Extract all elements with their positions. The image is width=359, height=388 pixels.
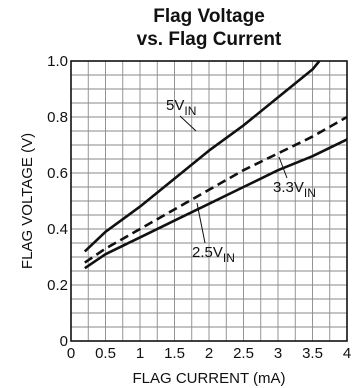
series-line bbox=[84, 138, 348, 270]
series-label-leader bbox=[179, 115, 197, 132]
x-tick-label: 0 bbox=[67, 345, 75, 362]
y-tick-label: 0.8 bbox=[47, 109, 68, 126]
x-tick-label: 2.5 bbox=[233, 345, 254, 362]
x-tick-label: 1.5 bbox=[164, 345, 185, 362]
y-tick-label: 0.6 bbox=[47, 165, 68, 182]
x-tick-label: 2 bbox=[205, 345, 213, 362]
tick-layer: 0 0.5 1 1.5 2 2.5 3 3.5 4 0 0.2 0.4 0.6 0.8 1.0 bbox=[47, 53, 351, 362]
y-tick-label: 0 bbox=[60, 333, 68, 350]
plot-frame bbox=[70, 60, 348, 342]
x-axis-label: FLAG CURRENT (mA) bbox=[132, 370, 285, 387]
y-axis-label: FLAG VOLTAGE (V) bbox=[19, 133, 36, 269]
series-label: 5VIN bbox=[166, 97, 196, 118]
chart-title-line-1: Flag Voltage bbox=[153, 6, 265, 27]
x-tick-label: 3 bbox=[274, 345, 282, 362]
series-line bbox=[83, 60, 321, 253]
series-label-main: 2.5V bbox=[192, 244, 223, 261]
x-tick-label: 3.5 bbox=[302, 345, 323, 362]
grid-layer bbox=[70, 60, 348, 342]
series-label-subscript: IN bbox=[223, 251, 235, 265]
series-layer bbox=[83, 60, 348, 270]
series-label-subscript: IN bbox=[184, 104, 196, 118]
x-tick-label: 4 bbox=[343, 345, 351, 362]
x-tick-label: 0.5 bbox=[95, 345, 116, 362]
series-label-subscript: IN bbox=[304, 186, 316, 200]
series-label-leader bbox=[278, 156, 288, 179]
series-label-leader bbox=[196, 202, 206, 244]
series-label: 3.3VIN bbox=[273, 179, 316, 200]
series-line bbox=[84, 115, 348, 264]
chart-title-line-2: vs. Flag Current bbox=[137, 29, 282, 50]
series-label: 2.5VIN bbox=[192, 244, 235, 265]
y-tick-label: 1.0 bbox=[47, 53, 68, 70]
y-tick-label: 0.4 bbox=[47, 221, 68, 238]
series-label-main: 5V bbox=[166, 97, 184, 114]
series-label-main: 3.3V bbox=[273, 179, 304, 196]
x-tick-label: 1 bbox=[136, 345, 144, 362]
y-tick-label: 0.2 bbox=[47, 277, 68, 294]
